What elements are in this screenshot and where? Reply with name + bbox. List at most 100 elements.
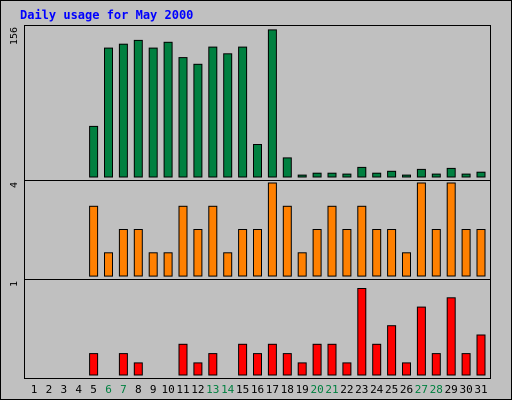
panel-2-bar-22 [342,229,352,277]
panel-1-bar-8 [133,39,143,178]
panel-2-bar-25 [387,229,397,277]
panel-2-bar-17 [267,182,277,277]
panel-1-bar-7 [118,43,128,178]
x-tick-label-17: 17 [266,383,279,396]
panel-2-bar-23 [357,205,367,277]
x-tick-label-9: 9 [150,383,157,396]
panel-2-bar-11 [178,205,188,277]
panel-1-bar-20 [312,172,322,178]
panel-1-bar-16 [253,144,262,178]
panel-2-bar-5 [89,205,99,277]
panel-2-bar-29 [446,182,456,277]
x-tick-label-12: 12 [191,383,204,396]
panel-3-bar-12 [193,362,203,376]
panel-1: 156 [9,25,491,181]
x-tick-label-16: 16 [251,383,264,396]
panel-3-bar-29 [446,297,456,376]
panel-1-bar-19 [297,174,307,178]
panel-1-bar-25 [387,170,397,178]
panel-3-bar-25 [387,325,397,376]
x-tick-label-23: 23 [355,383,368,396]
panel-2-bar-21 [327,205,337,277]
panel-1-bar-12 [193,63,203,178]
panel-2-bar-18 [282,205,292,277]
panel-2-bar-24 [372,229,382,277]
panel-1-bar-6 [104,47,113,178]
panel-3-bar-24 [372,343,382,376]
panel-3-bar-11 [178,343,188,376]
panel-2-bar-13 [208,205,218,277]
panel-1-bar-17 [267,29,277,178]
panel-1-bar-13 [208,46,218,178]
x-tick-label-28: 28 [430,383,443,396]
panel-3: 1 [9,279,491,379]
panel-1-bar-27 [416,168,426,178]
panel-1-bar-28 [431,173,441,178]
x-tick-label-20: 20 [310,383,323,396]
panel-1-bar-30 [461,173,471,178]
panel-3-bar-28 [431,353,441,376]
panel-3-bar-26 [402,362,411,376]
panel-3-bar-16 [253,353,262,376]
panel-3-bar-21 [327,343,337,376]
panel-3-bar-18 [282,353,292,376]
x-tick-label-15: 15 [236,383,249,396]
x-tick-label-25: 25 [385,383,398,396]
panel-3-bar-30 [461,353,471,376]
panel-3-bar-8 [133,362,143,376]
panel-2-bar-10 [163,252,173,277]
panel-2-bar-26 [402,252,411,277]
panel-1-bar-26 [402,174,411,178]
panel-3-bar-7 [118,353,128,376]
panel-1-bar-14 [223,53,233,178]
panel-3-bar-31 [476,334,486,376]
panel-3-bar-20 [312,343,322,376]
panel-1-bar-15 [238,46,248,178]
x-tick-label-3: 3 [60,383,67,396]
panel-2-bar-16 [253,229,262,277]
panel-1-max-label: 156 [9,27,20,45]
panel-2-bar-30 [461,229,471,277]
panel-2-bar-12 [193,229,203,277]
x-tick-label-1: 1 [31,383,38,396]
x-tick-label-26: 26 [400,383,413,396]
panel-1-bar-22 [342,173,352,178]
panel-3-max-label: 1 [9,281,20,287]
x-tick-label-10: 10 [161,383,174,396]
panel-1-bar-9 [148,47,158,178]
panel-1-bar-23 [357,166,367,178]
panel-2-bar-28 [431,229,441,277]
x-tick-label-31: 31 [474,383,487,396]
panel-3-bar-23 [357,288,367,376]
x-tick-label-4: 4 [75,383,82,396]
panel-2-bar-14 [223,252,233,277]
panel-3-bar-27 [416,306,426,376]
panel-1-bar-24 [372,172,382,178]
panel-2-bar-31 [476,229,486,277]
x-tick-label-6: 6 [105,383,112,396]
x-tick-label-18: 18 [281,383,294,396]
x-tick-label-2: 2 [46,383,53,396]
panel-1-bar-31 [476,171,486,178]
x-tick-label-24: 24 [370,383,384,396]
panel-2-bar-7 [118,229,128,277]
panel-1-bar-5 [89,125,99,178]
x-tick-label-30: 30 [459,383,472,396]
x-tick-label-5: 5 [90,383,97,396]
panel-2-bar-27 [416,182,426,277]
x-tick-label-22: 22 [340,383,353,396]
panel-2-bar-20 [312,229,322,277]
panel-2-bar-19 [297,252,307,277]
chart-title: Daily usage for May 2000 [20,8,193,22]
chart-panels: 156 4 1 [9,25,491,379]
x-tick-label-13: 13 [206,383,219,396]
panel-1-bar-21 [327,172,337,178]
x-tick-label-14: 14 [221,383,235,396]
x-axis-labels: 1 2 3 4 5 6 7 8 9 10 11 12 13 14 15 16 17 18 19 20 21 22 23 24 2… [31,383,488,396]
x-tick-label-21: 21 [325,383,338,396]
x-tick-label-11: 11 [176,383,189,396]
panel-1-bar-11 [178,57,188,178]
x-tick-label-8: 8 [135,383,142,396]
panel-3-bar-19 [297,362,307,376]
